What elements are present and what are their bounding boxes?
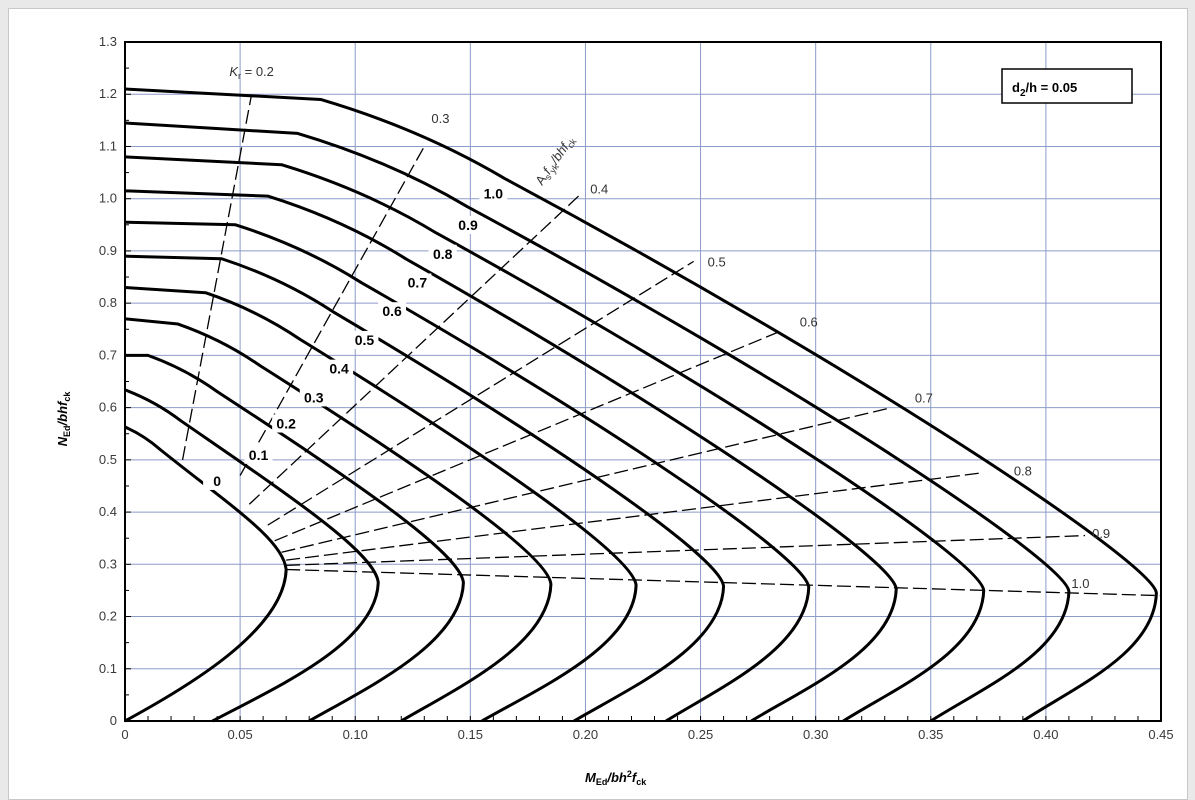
curve-label: 1.0: [484, 186, 504, 202]
interaction-curve: [124, 317, 553, 723]
interaction-curve: [124, 254, 726, 723]
y-tick-label: 0.6: [99, 400, 117, 415]
y-axis-title: NEd/bhfck: [55, 391, 72, 447]
kt-label: 0.9: [1092, 526, 1110, 541]
y-tick-label: 1.1: [99, 138, 117, 153]
y-tick-label: 0.3: [99, 556, 117, 571]
kt-line: [239, 146, 425, 476]
y-tick-label: 1.3: [99, 34, 117, 49]
x-axis-title: MEd/bh2fck: [585, 769, 647, 787]
curve-label-bg: [403, 273, 432, 292]
curve-label-bg: [203, 471, 232, 490]
curve-label: 0.1: [249, 447, 269, 463]
x-tick-label: 0.45: [1148, 727, 1173, 742]
curve-label: 0.5: [355, 332, 375, 348]
kt-line: [281, 406, 892, 553]
y-tick-label: 1.0: [99, 191, 117, 206]
curve-label-bg: [428, 244, 457, 263]
curve-label-bg: [454, 216, 483, 235]
y-tick-label: 0: [110, 713, 117, 728]
curve-label: 0.6: [382, 303, 402, 319]
curve-label-bg: [378, 302, 407, 321]
kt-label: 0.8: [1014, 464, 1032, 479]
x-tick-label: 0.15: [458, 727, 483, 742]
chart-frame: 0 0.05 0.10 0.15 0.20 0.25 0.30 0.35 0.40 0.45 0 0.…: [8, 8, 1188, 800]
kt-dashed-lines: [181, 94, 1162, 597]
plot-border: [124, 41, 1162, 722]
x-tick-label: 0.05: [227, 727, 252, 742]
kt-label: 0.3: [431, 111, 449, 126]
annotation-box: d2/h = 0.05: [1001, 68, 1133, 104]
interaction-curve: [124, 87, 1158, 723]
x-tick-label: 0.10: [343, 727, 368, 742]
kt-label: 1.0: [1071, 576, 1089, 591]
interaction-curve: [124, 425, 288, 723]
curve-label: 0.8: [433, 246, 453, 262]
annotation-text: d2/h = 0.05: [1012, 80, 1077, 99]
kt-line: [181, 94, 253, 460]
x-tick-label: 0.30: [803, 727, 828, 742]
curve-label-bg: [272, 414, 301, 433]
curve-label: 0.9: [458, 217, 478, 233]
y-tick-label: 0.2: [99, 609, 117, 624]
y-tick-label: 0.7: [99, 347, 117, 362]
kt-label: 0.6: [800, 315, 818, 330]
interaction-curve: [124, 388, 380, 723]
curve-label-bg: [350, 330, 379, 349]
curve-label-bg: [325, 359, 354, 378]
kt-label: 0.5: [708, 255, 726, 270]
curve-label: 0: [213, 473, 221, 489]
grid: [125, 42, 1161, 721]
kt-label: Kr = 0.2: [229, 64, 274, 81]
chart-labels: 0 0.05 0.10 0.15 0.20 0.25 0.30 0.35 0.40 0.4500.…: [99, 34, 1174, 742]
curve-label-bg: [299, 388, 328, 407]
curve-label: 0.3: [304, 389, 324, 405]
y-tick-label: 0.9: [99, 243, 117, 258]
curve-label: 0.7: [408, 274, 428, 290]
curve-label-bg: [244, 445, 273, 464]
y-tick-label: 0.1: [99, 661, 117, 676]
y-tick-label: 1.2: [99, 86, 117, 101]
x-tick-label: 0.40: [1033, 727, 1058, 742]
kt-line: [248, 195, 579, 505]
kt-line: [286, 534, 1086, 567]
interaction-curve: [125, 353, 465, 723]
x-tick-label: 0.35: [918, 727, 943, 742]
kt-line: [286, 472, 982, 561]
kt-line: [267, 260, 694, 526]
interaction-curves: [124, 87, 1158, 723]
kt-label: 0.4: [590, 181, 608, 196]
y-tick-label: 0.8: [99, 295, 117, 310]
y-tick-label: 0.4: [99, 504, 117, 519]
x-tick-label: 0.25: [688, 727, 713, 742]
curve-label: 0.2: [276, 416, 296, 432]
interaction-curve: [124, 189, 898, 723]
kt-line: [274, 331, 780, 542]
tick-marks: [125, 41, 1139, 722]
interaction-curve: [124, 155, 986, 723]
interaction-curve: [124, 220, 811, 723]
x-tick-label: 0: [121, 727, 128, 742]
interaction-diagram-chart: 0 0.05 0.10 0.15 0.20 0.25 0.30 0.35 0.40 0.4500.…: [55, 34, 1174, 787]
curve-label: 0.4: [329, 361, 349, 377]
interaction-curve: [124, 121, 1071, 723]
x-tick-label: 0.20: [573, 727, 598, 742]
interaction-curve: [124, 285, 638, 723]
family-label: Asfyk/bhfck: [532, 132, 579, 188]
y-tick-label: 0.5: [99, 452, 117, 467]
kt-label: 0.7: [915, 390, 933, 405]
curve-label-bg: [479, 184, 508, 203]
